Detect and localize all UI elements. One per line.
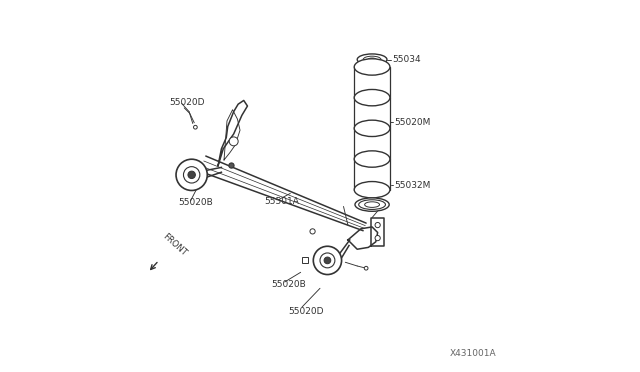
Ellipse shape [354,89,390,106]
Ellipse shape [354,151,390,167]
Ellipse shape [354,59,390,75]
Circle shape [375,235,380,241]
Circle shape [176,159,207,190]
Circle shape [193,125,197,129]
Ellipse shape [365,202,380,208]
Ellipse shape [357,54,387,65]
Text: 55020D: 55020D [170,98,205,107]
Text: X431001A: X431001A [450,349,497,358]
Circle shape [314,246,342,275]
Text: 55501A: 55501A [264,197,299,206]
Text: 55020B: 55020B [271,280,307,289]
Circle shape [320,253,335,268]
Ellipse shape [363,56,381,63]
Circle shape [364,266,368,270]
Text: 55020M: 55020M [394,118,431,126]
FancyBboxPatch shape [302,257,308,263]
Circle shape [324,257,331,264]
Text: FRONT: FRONT [161,232,188,257]
Circle shape [184,167,200,183]
Circle shape [229,163,234,168]
Ellipse shape [358,200,385,209]
Circle shape [188,171,195,179]
Text: 55032M: 55032M [394,181,431,190]
Circle shape [310,229,315,234]
Ellipse shape [368,58,376,61]
Circle shape [229,137,238,146]
Ellipse shape [354,182,390,198]
Text: 55020B: 55020B [178,198,212,207]
Text: 55020D: 55020D [289,307,324,316]
Ellipse shape [355,198,389,211]
Text: 55034: 55034 [392,55,421,64]
Circle shape [375,222,380,228]
Ellipse shape [354,120,390,137]
